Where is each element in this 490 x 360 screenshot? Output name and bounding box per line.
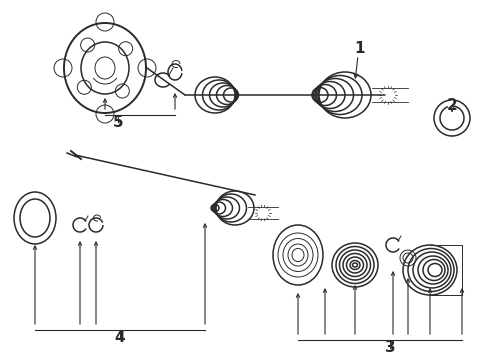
Text: 1: 1 [355,41,365,55]
Text: 3: 3 [385,341,395,356]
Text: 5: 5 [113,114,123,130]
Text: 4: 4 [115,330,125,346]
Text: 2: 2 [446,98,457,112]
